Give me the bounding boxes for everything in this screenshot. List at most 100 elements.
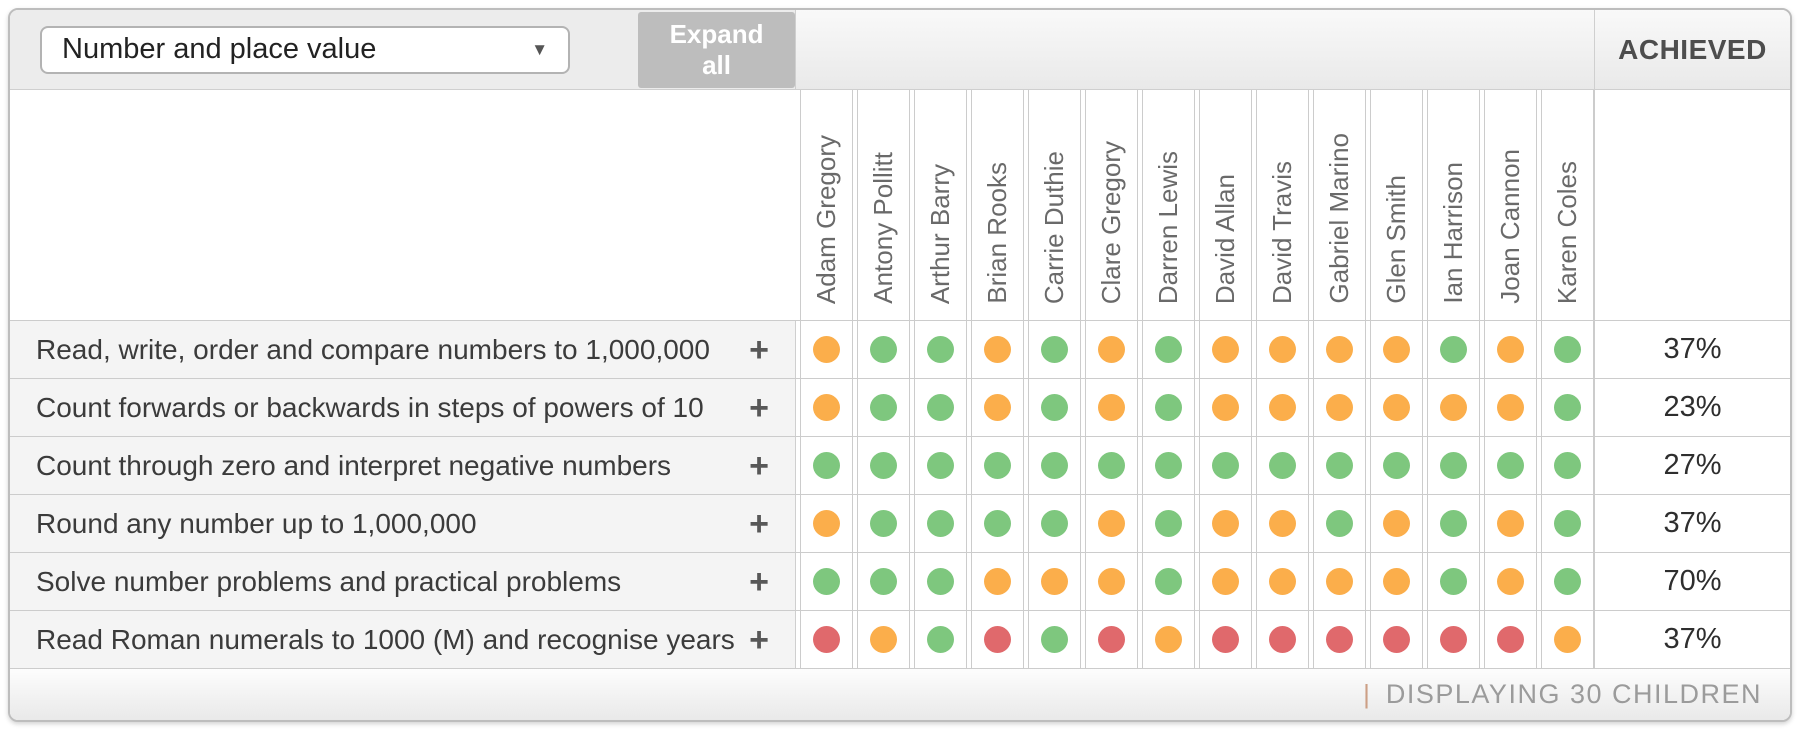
assessment-cell[interactable] <box>1142 611 1195 668</box>
assessment-cell[interactable] <box>1313 379 1366 436</box>
assessment-cell[interactable] <box>1256 379 1309 436</box>
assessment-cell[interactable] <box>1256 611 1309 668</box>
assessment-cell[interactable] <box>1256 495 1309 552</box>
expand-row-button[interactable]: + <box>737 449 769 483</box>
assessment-cell[interactable] <box>1142 495 1195 552</box>
assessment-cell[interactable] <box>857 437 910 494</box>
assessment-cell[interactable] <box>1427 321 1480 378</box>
student-name-column[interactable]: Karen Coles <box>1541 90 1594 320</box>
assessment-cell[interactable] <box>1484 379 1537 436</box>
assessment-cell[interactable] <box>971 379 1024 436</box>
assessment-cell[interactable] <box>857 553 910 610</box>
student-name-column[interactable]: Brian Rooks <box>971 90 1024 320</box>
assessment-cell[interactable] <box>1199 321 1252 378</box>
assessment-cell[interactable] <box>1313 437 1366 494</box>
assessment-cell[interactable] <box>1427 611 1480 668</box>
expand-row-button[interactable]: + <box>737 333 769 367</box>
assessment-cell[interactable] <box>1085 495 1138 552</box>
assessment-cell[interactable] <box>1028 379 1081 436</box>
assessment-cell[interactable] <box>1484 495 1537 552</box>
assessment-cell[interactable] <box>857 495 910 552</box>
assessment-cell[interactable] <box>1484 611 1537 668</box>
assessment-cell[interactable] <box>1541 321 1594 378</box>
assessment-cell[interactable] <box>857 321 910 378</box>
student-name-column[interactable]: Ian Harrison <box>1427 90 1480 320</box>
assessment-cell[interactable] <box>800 437 853 494</box>
assessment-cell[interactable] <box>1427 495 1480 552</box>
expand-all-button[interactable]: Expand all <box>638 11 795 88</box>
assessment-cell[interactable] <box>971 321 1024 378</box>
student-name-column[interactable]: Carrie Duthie <box>1028 90 1081 320</box>
assessment-cell[interactable] <box>1541 611 1594 668</box>
assessment-cell[interactable] <box>1028 437 1081 494</box>
assessment-cell[interactable] <box>1370 495 1423 552</box>
student-name-column[interactable]: Arthur Barry <box>914 90 967 320</box>
assessment-cell[interactable] <box>1028 495 1081 552</box>
student-name-column[interactable]: David Allan <box>1199 90 1252 320</box>
assessment-cell[interactable] <box>1484 321 1537 378</box>
assessment-cell[interactable] <box>1484 553 1537 610</box>
assessment-cell[interactable] <box>971 611 1024 668</box>
student-name-column[interactable]: Joan Cannon <box>1484 90 1537 320</box>
student-name-column[interactable]: Clare Gregory <box>1085 90 1138 320</box>
expand-row-button[interactable]: + <box>737 391 769 425</box>
assessment-cell[interactable] <box>1541 379 1594 436</box>
assessment-cell[interactable] <box>1370 611 1423 668</box>
assessment-cell[interactable] <box>1484 437 1537 494</box>
assessment-cell[interactable] <box>1256 321 1309 378</box>
assessment-cell[interactable] <box>1199 553 1252 610</box>
assessment-cell[interactable] <box>1028 611 1081 668</box>
assessment-cell[interactable] <box>800 553 853 610</box>
assessment-cell[interactable] <box>1427 379 1480 436</box>
assessment-cell[interactable] <box>914 553 967 610</box>
assessment-cell[interactable] <box>1370 321 1423 378</box>
student-name-column[interactable]: David Travis <box>1256 90 1309 320</box>
assessment-cell[interactable] <box>1085 553 1138 610</box>
assessment-cell[interactable] <box>1370 553 1423 610</box>
assessment-cell[interactable] <box>971 553 1024 610</box>
assessment-cell[interactable] <box>1541 495 1594 552</box>
assessment-cell[interactable] <box>857 611 910 668</box>
assessment-cell[interactable] <box>1142 379 1195 436</box>
assessment-cell[interactable] <box>1028 553 1081 610</box>
assessment-cell[interactable] <box>1199 437 1252 494</box>
assessment-cell[interactable] <box>1199 611 1252 668</box>
assessment-cell[interactable] <box>1199 495 1252 552</box>
assessment-cell[interactable] <box>1256 553 1309 610</box>
assessment-cell[interactable] <box>1313 553 1366 610</box>
expand-row-button[interactable]: + <box>737 623 769 657</box>
student-name-column[interactable]: Adam Gregory <box>800 90 853 320</box>
assessment-cell[interactable] <box>1313 495 1366 552</box>
assessment-cell[interactable] <box>1370 437 1423 494</box>
assessment-cell[interactable] <box>800 379 853 436</box>
assessment-cell[interactable] <box>1028 321 1081 378</box>
assessment-cell[interactable] <box>1541 437 1594 494</box>
assessment-cell[interactable] <box>971 437 1024 494</box>
assessment-cell[interactable] <box>1142 553 1195 610</box>
student-name-column[interactable]: Gabriel Marino <box>1313 90 1366 320</box>
assessment-cell[interactable] <box>1142 437 1195 494</box>
assessment-cell[interactable] <box>1085 321 1138 378</box>
assessment-cell[interactable] <box>857 379 910 436</box>
expand-row-button[interactable]: + <box>737 507 769 541</box>
student-name-column[interactable]: Darren Lewis <box>1142 90 1195 320</box>
assessment-cell[interactable] <box>1142 321 1195 378</box>
assessment-cell[interactable] <box>800 321 853 378</box>
topic-dropdown[interactable]: Number and place value ▼ <box>40 25 571 74</box>
assessment-cell[interactable] <box>1199 379 1252 436</box>
assessment-cell[interactable] <box>1427 553 1480 610</box>
assessment-cell[interactable] <box>800 495 853 552</box>
assessment-cell[interactable] <box>1256 437 1309 494</box>
student-name-column[interactable]: Antony Pollitt <box>857 90 910 320</box>
assessment-cell[interactable] <box>1085 437 1138 494</box>
assessment-cell[interactable] <box>914 495 967 552</box>
assessment-cell[interactable] <box>1313 321 1366 378</box>
assessment-cell[interactable] <box>1313 611 1366 668</box>
assessment-cell[interactable] <box>1427 437 1480 494</box>
assessment-cell[interactable] <box>971 495 1024 552</box>
assessment-cell[interactable] <box>1085 611 1138 668</box>
assessment-cell[interactable] <box>914 379 967 436</box>
assessment-cell[interactable] <box>914 321 967 378</box>
expand-row-button[interactable]: + <box>737 565 769 599</box>
assessment-cell[interactable] <box>1541 553 1594 610</box>
